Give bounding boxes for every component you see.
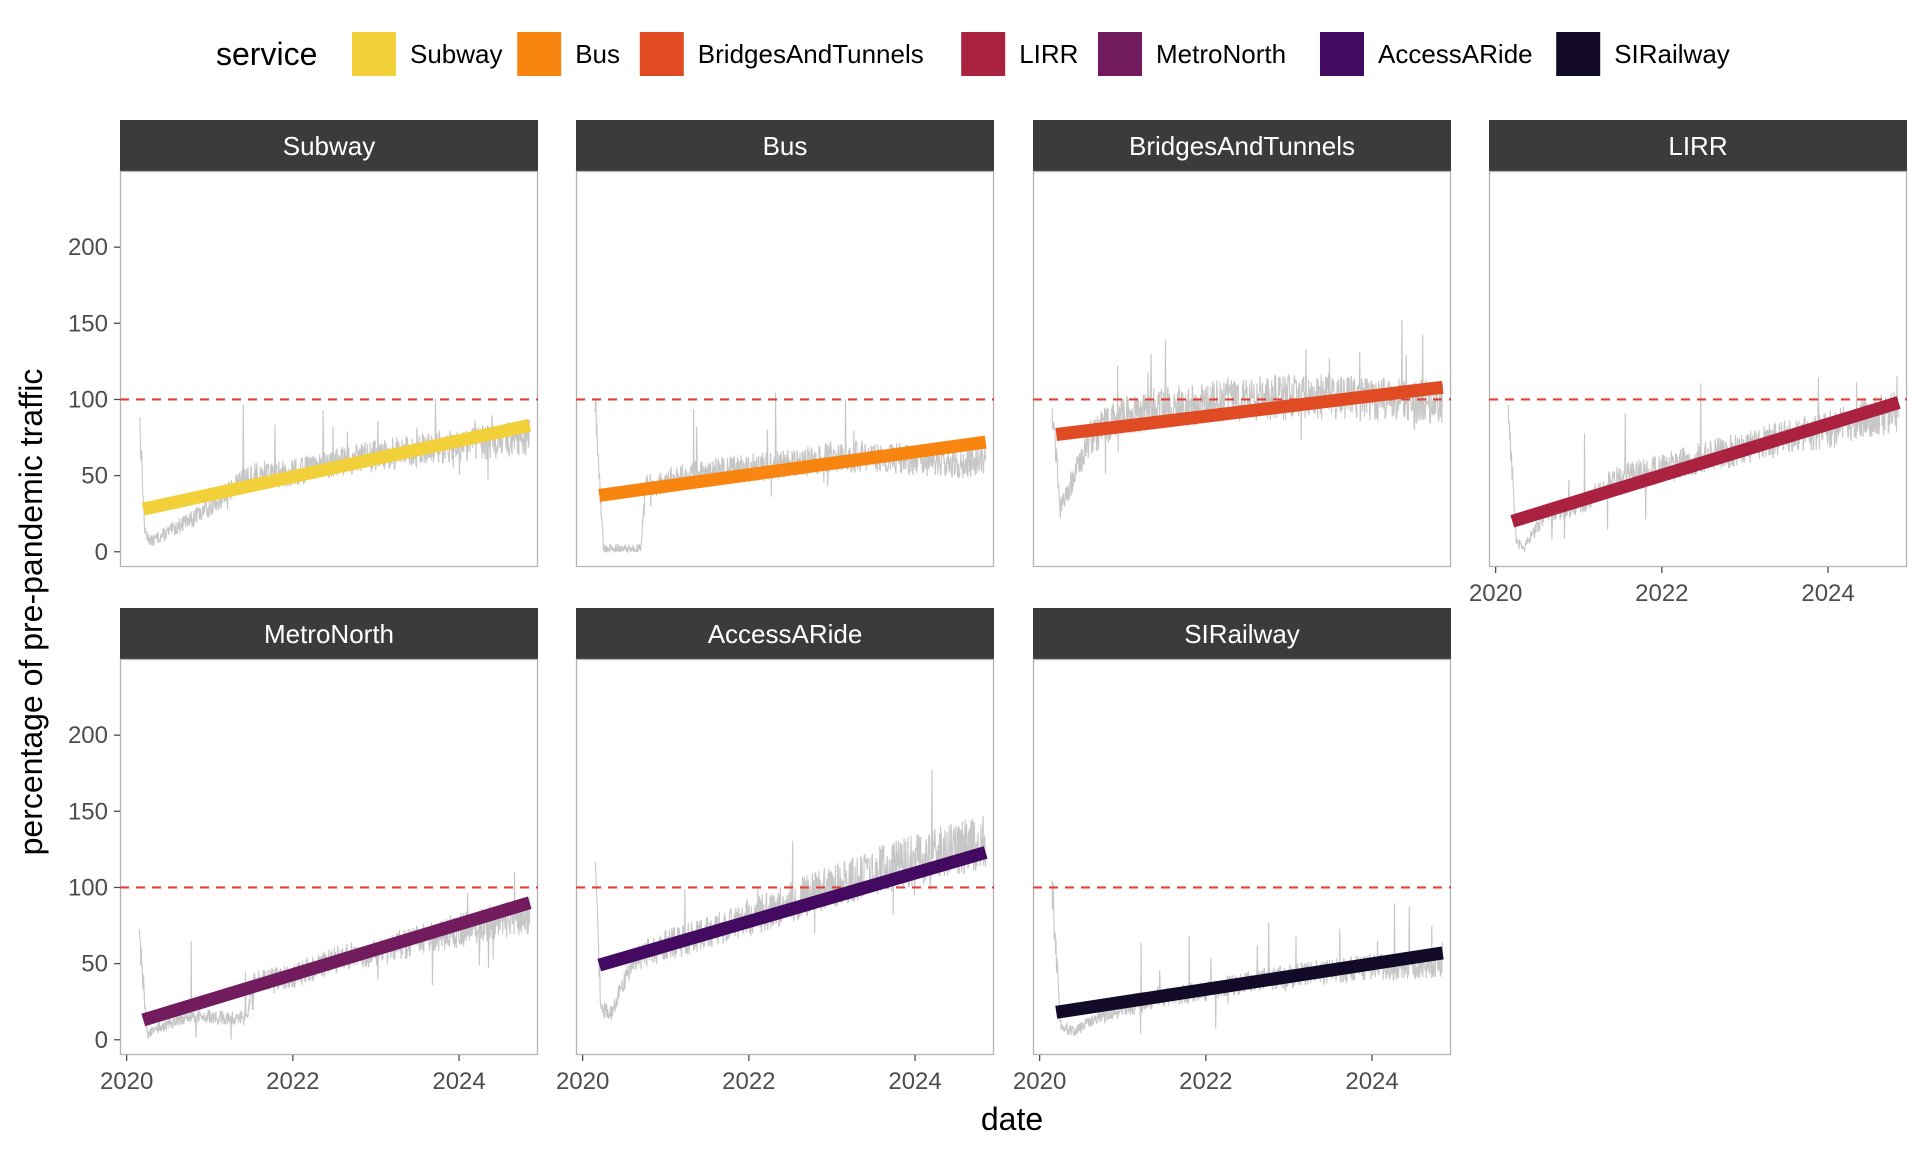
y-tick-label-150: 150 (68, 798, 108, 825)
raw-series-metro-north (138, 871, 531, 1040)
legend-key-bus (517, 32, 562, 76)
y-tick-label-200: 200 (68, 722, 108, 749)
panel-strip-bridges-and-tunnels (1033, 120, 1451, 171)
x-tick-label-2024: 2024 (888, 1068, 941, 1095)
x-tick-label-2024: 2024 (1801, 580, 1854, 607)
legend-key-access-aride (1320, 32, 1364, 76)
trend-line-bridges-and-tunnels (1055, 380, 1444, 441)
panel-border-bus (575, 170, 995, 568)
y-tick-label-0: 0 (95, 1027, 108, 1054)
x-axis-title: date (981, 1101, 1043, 1137)
panel-subway: Subway 0 50 100 150 200 (68, 120, 539, 568)
legend-title: service (216, 36, 317, 72)
legend-key-metro-north (1098, 32, 1142, 76)
panel-title-access-aride: AccessARide (708, 619, 863, 649)
legend-label-sirailway: SIRailway (1614, 39, 1730, 69)
trend-line-sirailway (1055, 946, 1444, 1019)
panel-title-subway: Subway (283, 131, 376, 161)
trend-line-metro-north (141, 896, 532, 1027)
x-tick-label-2022: 2022 (722, 1068, 775, 1095)
panel-strip-subway (120, 120, 538, 171)
raw-series-bridges-and-tunnels (1051, 319, 1444, 519)
legend-label-access-aride: AccessARide (1378, 39, 1533, 69)
legend-label-metro-north: MetroNorth (1156, 39, 1286, 69)
legend: service Subway Bus BridgesAndTunnels LIRR Met… (216, 32, 1730, 76)
panel-border-bridges-and-tunnels (1032, 170, 1452, 568)
facet-panels: Subway 0 50 100 150 200 Bus BridgesAndTunnels LI… (68, 120, 1908, 1095)
y-tick-label-100: 100 (68, 874, 108, 901)
legend-key-subway (352, 32, 396, 76)
x-tick-label-2020: 2020 (556, 1068, 609, 1095)
panel-bus: Bus (575, 120, 995, 568)
trend-line-lirr (1510, 396, 1901, 528)
y-tick-label-50: 50 (81, 951, 108, 978)
trend-line-bus (598, 435, 987, 502)
panel-bridges-and-tunnels: BridgesAndTunnels (1032, 120, 1452, 568)
panel-border-sirailway (1032, 658, 1452, 1056)
panel-border-metro-north (119, 658, 539, 1056)
y-tick-label-150: 150 (68, 310, 108, 337)
panel-metro-north: MetroNorth 0 50 100 150 200 2020 2022 2024 (68, 608, 539, 1095)
panel-strip-access-aride (576, 608, 994, 659)
trend-line-subway (141, 419, 532, 516)
x-tick-label-2024: 2024 (432, 1068, 485, 1095)
x-tick-label-2020: 2020 (1469, 580, 1522, 607)
legend-label-subway: Subway (410, 39, 503, 69)
legend-label-bus: Bus (575, 39, 620, 69)
y-tick-label-0: 0 (95, 539, 108, 566)
panel-title-bus: Bus (763, 131, 808, 161)
panel-title-bridges-and-tunnels: BridgesAndTunnels (1129, 131, 1355, 161)
panel-title-metro-north: MetroNorth (264, 619, 394, 649)
x-tick-label-2022: 2022 (266, 1068, 319, 1095)
y-tick-label-100: 100 (68, 386, 108, 413)
panel-sirailway: SIRailway 2020 2022 2024 (1013, 608, 1452, 1095)
panel-border-subway (119, 170, 539, 568)
panel-lirr: LIRR 2020 2022 2024 (1469, 120, 1908, 607)
panel-border-access-aride (575, 658, 995, 1056)
panel-strip-sirailway (1033, 608, 1451, 659)
x-tick-label-2022: 2022 (1179, 1068, 1232, 1095)
panel-strip-lirr (1489, 120, 1907, 171)
legend-key-bridges-and-tunnels (639, 32, 684, 76)
legend-label-bridges-and-tunnels: BridgesAndTunnels (698, 39, 924, 69)
y-tick-label-50: 50 (81, 463, 108, 490)
legend-key-lirr (961, 32, 1006, 76)
panel-strip-metro-north (120, 608, 538, 659)
y-axis-title: percentage of pre-pandemic traffic (13, 369, 49, 856)
raw-series-access-aride (594, 769, 987, 1021)
x-tick-label-2020: 2020 (100, 1068, 153, 1095)
trend-line-access-aride (597, 846, 988, 972)
panel-border-lirr (1488, 170, 1908, 568)
panel-strip-bus (576, 120, 994, 171)
panel-title-lirr: LIRR (1668, 131, 1727, 161)
legend-key-sirailway (1556, 32, 1601, 76)
y-tick-label-200: 200 (68, 234, 108, 261)
x-tick-label-2024: 2024 (1345, 1068, 1398, 1095)
panel-access-aride: AccessARide 2020 2022 2024 (556, 608, 995, 1095)
legend-label-lirr: LIRR (1019, 39, 1078, 69)
panel-title-sirailway: SIRailway (1184, 619, 1300, 649)
x-tick-label-2020: 2020 (1013, 1068, 1066, 1095)
x-tick-label-2022: 2022 (1635, 580, 1688, 607)
